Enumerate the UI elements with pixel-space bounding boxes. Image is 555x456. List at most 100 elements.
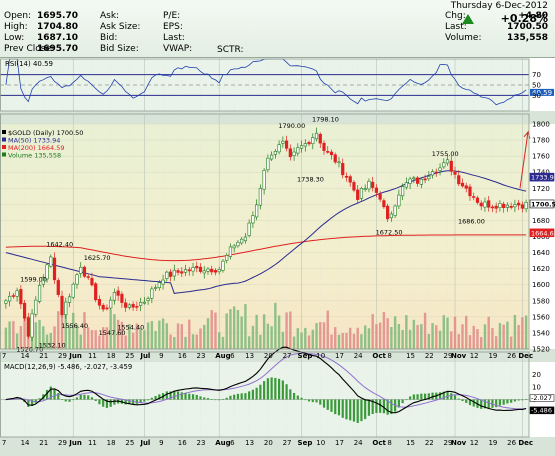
volume-bar [337, 334, 341, 349]
candle-body [217, 269, 221, 273]
candle-body [64, 301, 68, 315]
macd-histogram-bar [319, 399, 322, 405]
x-axis-label: 7 [2, 352, 6, 360]
macd-histogram-bar [409, 396, 412, 400]
rsi-panel [0, 59, 529, 111]
macd-histogram-bar [420, 393, 423, 400]
price-tick-label: 1580 [532, 297, 550, 305]
candle-body [228, 246, 233, 257]
candle-body [236, 242, 240, 247]
candle-body [479, 202, 483, 207]
x-axis-label: 13 [245, 439, 254, 447]
volume-bar [150, 321, 154, 349]
volume-bar [494, 336, 498, 349]
x-axis-label: 15 [406, 352, 415, 360]
candle-body [232, 245, 236, 249]
price-tick-label: 1680 [532, 217, 550, 225]
candle-body [434, 171, 438, 174]
price-tick-label: 1740 [532, 169, 550, 177]
macd-histogram-bar [143, 399, 146, 402]
volume-bar [15, 333, 19, 349]
volume-bar [296, 328, 300, 349]
macd-histogram-bar [307, 399, 311, 402]
macd-histogram-bar [311, 399, 314, 403]
candle-body [97, 298, 102, 306]
volume-bar [79, 334, 82, 349]
macd-histogram-bar [315, 399, 318, 403]
x-axis-label: 22 [425, 439, 434, 447]
rsi-tick-label: 30 [532, 92, 541, 100]
candle-body [172, 269, 176, 277]
candle-body [389, 213, 393, 219]
candle-body [116, 290, 120, 296]
candle-body [442, 162, 446, 168]
macd-histogram-bar [180, 392, 183, 400]
quote-label: Volume: [445, 33, 482, 43]
volume-bar [113, 314, 116, 349]
candle-body [146, 298, 150, 301]
volume-bar [53, 326, 56, 349]
candle-body [408, 178, 412, 184]
legend-swatch [2, 145, 6, 149]
candle-body [326, 151, 330, 153]
up-arrow-icon [462, 14, 474, 24]
volume-bar [87, 327, 90, 349]
candle-body [262, 170, 266, 190]
macd-histogram-bar [412, 394, 415, 400]
x-axis-label: 17 [335, 439, 344, 447]
volume-bar [176, 323, 180, 349]
volume-bar [57, 311, 60, 349]
x-axis-label: 20 [264, 352, 273, 360]
volume-bar [45, 334, 49, 349]
volume-bar [315, 323, 318, 349]
volume-bar [326, 310, 329, 349]
volume-bar [465, 315, 468, 349]
volume-bar [135, 323, 139, 349]
volume-bar [184, 336, 187, 349]
quote-label: Open: [4, 11, 32, 21]
candle-body [423, 178, 427, 181]
volume-bar [68, 324, 71, 349]
macd-histogram-bar [453, 395, 457, 400]
macd-histogram-bar [292, 392, 296, 400]
x-axis-label: 18 [107, 352, 116, 360]
macd-tick-label: 10 [532, 384, 541, 392]
x-axis-label: Oct [372, 352, 386, 360]
macd-histogram-bar [79, 394, 82, 400]
x-axis-label: 25 [125, 352, 134, 360]
price-tag-box [529, 172, 555, 182]
macd-histogram-bar [270, 377, 273, 400]
macd-histogram-bar [139, 399, 142, 403]
price-annotation: 1642.40 [46, 241, 73, 249]
x-axis-label: 15 [406, 439, 415, 447]
candle-body [378, 193, 382, 200]
x-axis-label: Jul [139, 352, 150, 360]
macd-histogram-bar [386, 399, 389, 415]
candle-body [41, 277, 45, 285]
volume-bar [146, 322, 150, 349]
volume-bar [232, 306, 236, 349]
candle-body [288, 148, 292, 158]
candle-body [67, 296, 72, 303]
candle-body [404, 182, 408, 188]
macd-histogram-bar [199, 396, 202, 400]
volume-bar [356, 327, 359, 349]
macd-histogram-bar [465, 399, 468, 403]
price-tag-box [529, 228, 555, 238]
candle-body [112, 292, 117, 301]
macd-histogram-bar [45, 389, 49, 400]
panel-frame [0, 58, 530, 112]
candle-body [490, 206, 495, 209]
macd-histogram-bar [75, 397, 79, 400]
x-axis-label: 10 [316, 352, 325, 360]
x-axis-label: 11 [88, 352, 97, 360]
x-axis-label: Jun [68, 352, 82, 360]
volume-bar [124, 335, 127, 349]
macd-histogram-bar [203, 397, 206, 400]
x-axis-label: Dec [518, 352, 533, 360]
candle-body [344, 175, 349, 178]
candle-body [266, 157, 270, 171]
macd-histogram-bar [124, 399, 127, 405]
x-axis-label: 23 [197, 352, 206, 360]
macd-histogram-bar [349, 399, 352, 421]
